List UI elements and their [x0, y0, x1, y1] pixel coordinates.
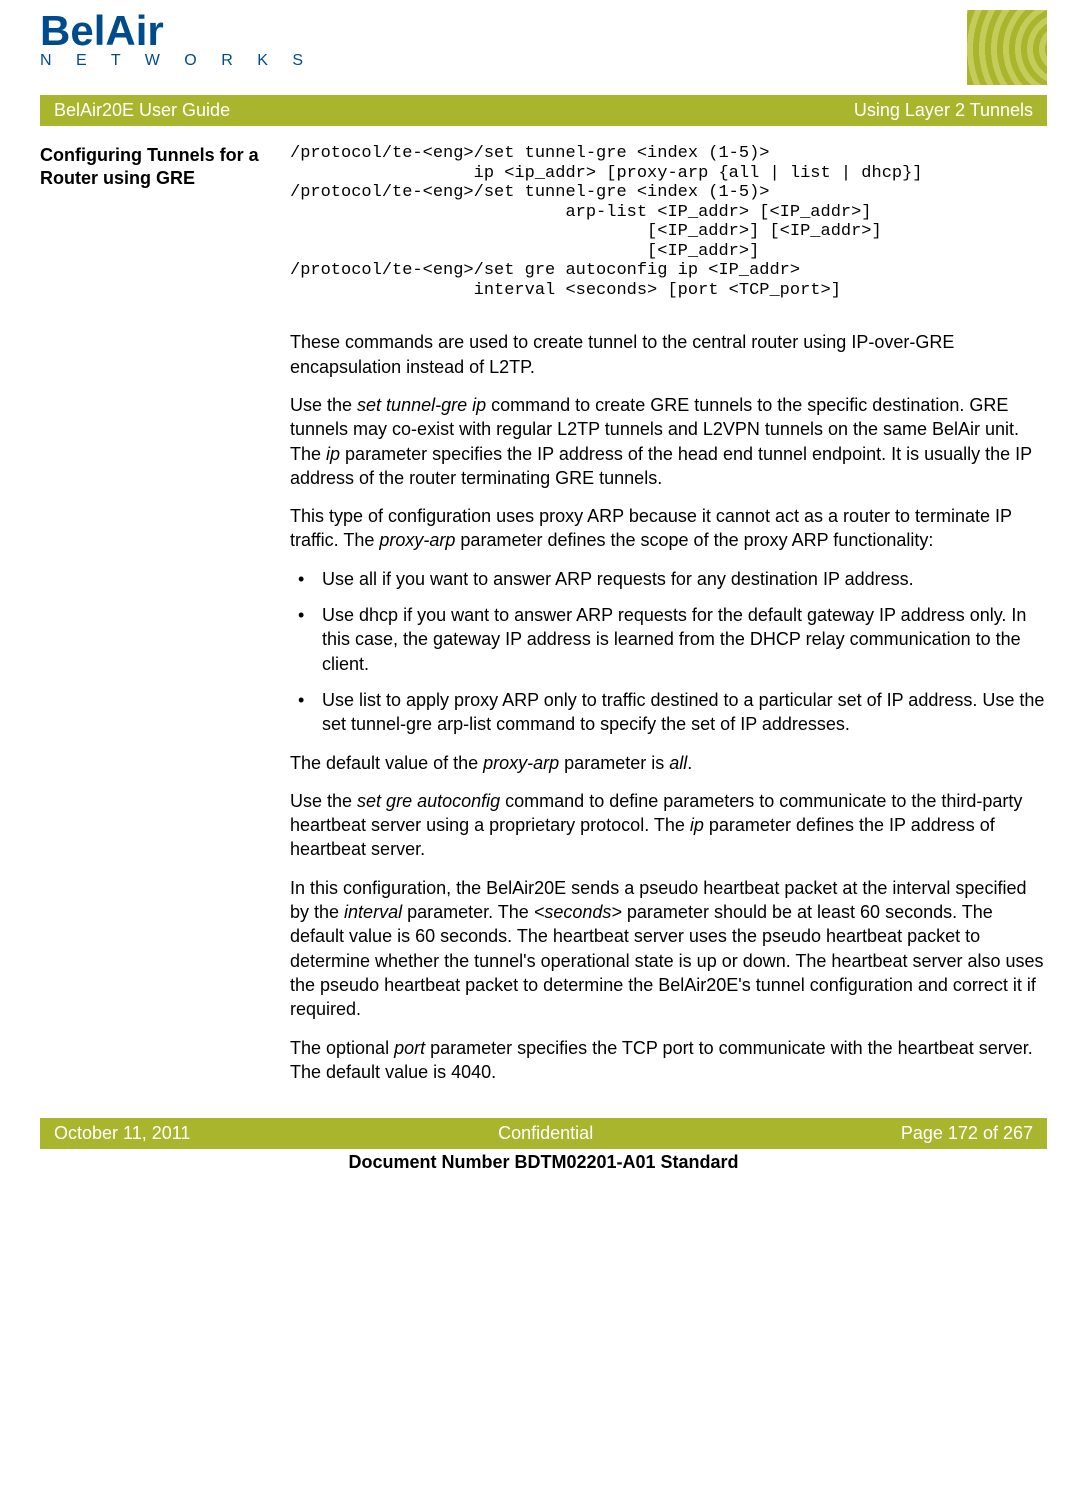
bullet-list: Use all if you want to answer ARP reques… [290, 567, 1047, 737]
para-3: This type of configuration uses proxy AR… [290, 504, 1047, 553]
bullet-2: Use dhcp if you want to answer ARP reque… [290, 603, 1047, 676]
logo-tagline: N E T W O R K S [40, 52, 313, 70]
para-1: These commands are used to create tunnel… [290, 330, 1047, 379]
title-right: Using Layer 2 Tunnels [854, 100, 1033, 121]
para-2: Use the set tunnel-gre ip command to cre… [290, 393, 1047, 490]
footer-bar: October 11, 2011 Confidential Page 172 o… [40, 1118, 1047, 1149]
doc-number: Document Number BDTM02201-A01 Standard [40, 1149, 1047, 1173]
code-block: /protocol/te-<eng>/set tunnel-gre <index… [290, 144, 1047, 300]
right-column: /protocol/te-<eng>/set tunnel-gre <index… [290, 144, 1047, 1098]
logo-name: BelAir [40, 10, 313, 52]
footer-date: October 11, 2011 [54, 1123, 190, 1144]
title-bar: BelAir20E User Guide Using Layer 2 Tunne… [40, 95, 1047, 126]
footer-confidential: Confidential [498, 1123, 593, 1144]
para-4: The default value of the proxy-arp param… [290, 751, 1047, 775]
bullet-1: Use all if you want to answer ARP reques… [290, 567, 1047, 591]
bullet-3: Use list to apply proxy ARP only to traf… [290, 688, 1047, 737]
para-6: In this configuration, the BelAir20E sen… [290, 876, 1047, 1022]
footer-page: Page 172 of 267 [901, 1123, 1033, 1144]
content: Configuring Tunnels for a Router using G… [40, 144, 1047, 1098]
logo-left: BelAir N E T W O R K S [40, 10, 313, 70]
para-7: The optional port parameter specifies th… [290, 1036, 1047, 1085]
logo-right-icon [967, 10, 1047, 85]
left-column: Configuring Tunnels for a Router using G… [40, 144, 260, 1098]
section-title: Configuring Tunnels for a Router using G… [40, 144, 260, 191]
para-5: Use the set gre autoconfig command to de… [290, 789, 1047, 862]
title-left: BelAir20E User Guide [54, 100, 230, 121]
header: BelAir N E T W O R K S [40, 10, 1047, 85]
